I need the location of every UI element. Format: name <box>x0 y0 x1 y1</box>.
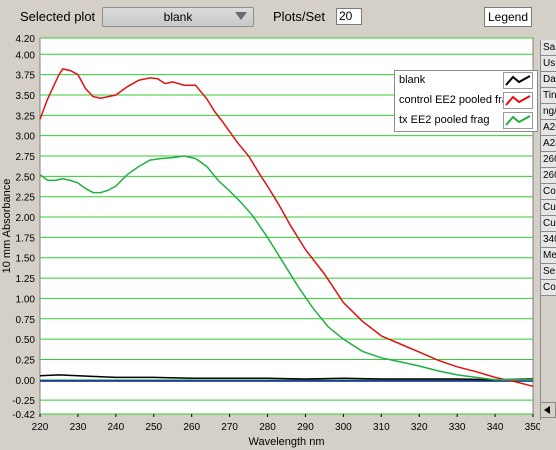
legend-swatch-icon <box>503 92 533 109</box>
y-tick-label: 0.25 <box>16 355 36 366</box>
arrow-left-icon <box>544 406 550 414</box>
side-panel-row[interactable]: Sa <box>541 40 556 56</box>
plots-per-set-label: Plots/Set <box>273 9 326 24</box>
x-tick-label: 330 <box>449 422 466 433</box>
x-tick-label: 290 <box>297 422 314 433</box>
side-panel-row[interactable]: A26 <box>541 120 556 136</box>
x-tick-label: 250 <box>145 422 162 433</box>
x-tick-label: 220 <box>32 422 49 433</box>
legend-label: control EE2 pooled fra <box>399 94 503 106</box>
x-tick-label: 240 <box>108 422 125 433</box>
y-tick-label: 0.75 <box>16 315 36 326</box>
series-line[interactable] <box>39 155 533 381</box>
y-tick-label: 4.20 <box>16 34 36 45</box>
selected-plot-value: blank <box>163 10 193 24</box>
side-panel-row[interactable]: Se <box>541 264 556 280</box>
y-tick-label: -0.42 <box>12 410 35 421</box>
legend-swatch-icon <box>503 112 533 129</box>
y-tick-label: 1.75 <box>16 233 36 244</box>
y-tick-label: 2.75 <box>16 152 36 163</box>
legend-button[interactable]: Legend <box>484 7 532 27</box>
selected-plot-label: Selected plot <box>20 9 96 24</box>
side-panel-row[interactable]: Us <box>541 56 556 72</box>
y-tick-label: 3.50 <box>16 91 36 102</box>
side-info-panel: SaUsDaTinng/A26A28260260CoCurCur340MeSeC… <box>540 40 556 420</box>
legend-item-blank[interactable]: blank <box>395 71 537 91</box>
y-tick-label: 1.00 <box>16 294 36 305</box>
y-tick-label: 4.00 <box>16 50 36 61</box>
y-tick-label: 1.25 <box>16 274 36 285</box>
side-panel-row[interactable]: Da <box>541 72 556 88</box>
legend-item-control[interactable]: control EE2 pooled fra <box>395 91 537 111</box>
side-panel-row[interactable]: A28 <box>541 136 556 152</box>
chevron-down-icon <box>235 12 247 20</box>
x-tick-label: 300 <box>335 422 352 433</box>
y-axis-label: 10 mm Absorbance <box>1 179 13 274</box>
x-tick-label: 320 <box>411 422 428 433</box>
side-panel-row[interactable]: Co <box>541 184 556 200</box>
legend-label: blank <box>399 74 426 86</box>
series-line[interactable] <box>39 374 534 381</box>
selected-plot-dropdown[interactable]: blank <box>102 7 254 27</box>
y-tick-label: 2.50 <box>16 172 36 183</box>
side-panel-row[interactable]: ng/ <box>541 104 556 120</box>
x-tick-label: 260 <box>183 422 200 433</box>
legend-label: tx EE2 pooled frag <box>399 114 490 126</box>
y-tick-label: 3.25 <box>16 111 36 122</box>
side-panel-row[interactable]: 340 <box>541 232 556 248</box>
side-panel-row[interactable]: Co <box>541 280 556 296</box>
legend-item-tx[interactable]: tx EE2 pooled frag <box>395 111 537 131</box>
toolbar: Selected plot blank Plots/Set 20 Legend <box>0 0 556 34</box>
y-tick-label: 0.00 <box>16 376 36 387</box>
side-panel-scroll-button[interactable] <box>540 402 556 418</box>
x-tick-label: 270 <box>221 422 238 433</box>
x-tick-label: 310 <box>373 422 390 433</box>
absorbance-chart: 4.20 4.00 3.75 3.50 3.25 3.00 2.75 2.50 2.25 2.00… <box>0 34 540 450</box>
y-tick-label: -0.25 <box>12 396 35 407</box>
x-tick-label: 280 <box>259 422 276 433</box>
x-axis-label: Wavelength nm <box>248 436 324 448</box>
y-tick-label: 2.00 <box>16 213 36 224</box>
y-tick-label: 3.75 <box>16 71 36 82</box>
x-tick-label: 230 <box>70 422 87 433</box>
side-panel-row[interactable]: 260 <box>541 152 556 168</box>
side-panel-row[interactable]: Tin <box>541 88 556 104</box>
side-panel-row[interactable]: Me <box>541 248 556 264</box>
side-panel-row[interactable]: Cur <box>541 216 556 232</box>
y-tick-label: 3.00 <box>16 132 36 143</box>
series-line[interactable] <box>39 68 534 388</box>
x-tick-label: 340 <box>487 422 504 433</box>
plots-per-set-input[interactable]: 20 <box>336 8 362 25</box>
side-panel-row[interactable]: Cur <box>541 200 556 216</box>
x-tick-label: 350 <box>525 422 540 433</box>
legend-swatch-icon <box>503 72 533 89</box>
y-tick-label: 1.50 <box>16 254 36 265</box>
y-tick-label: 0.50 <box>16 335 36 346</box>
y-tick-label: 2.25 <box>16 193 36 204</box>
chart-legend: blank control EE2 pooled fra tx EE2 pool… <box>394 70 538 132</box>
side-panel-row[interactable]: 260 <box>541 168 556 184</box>
